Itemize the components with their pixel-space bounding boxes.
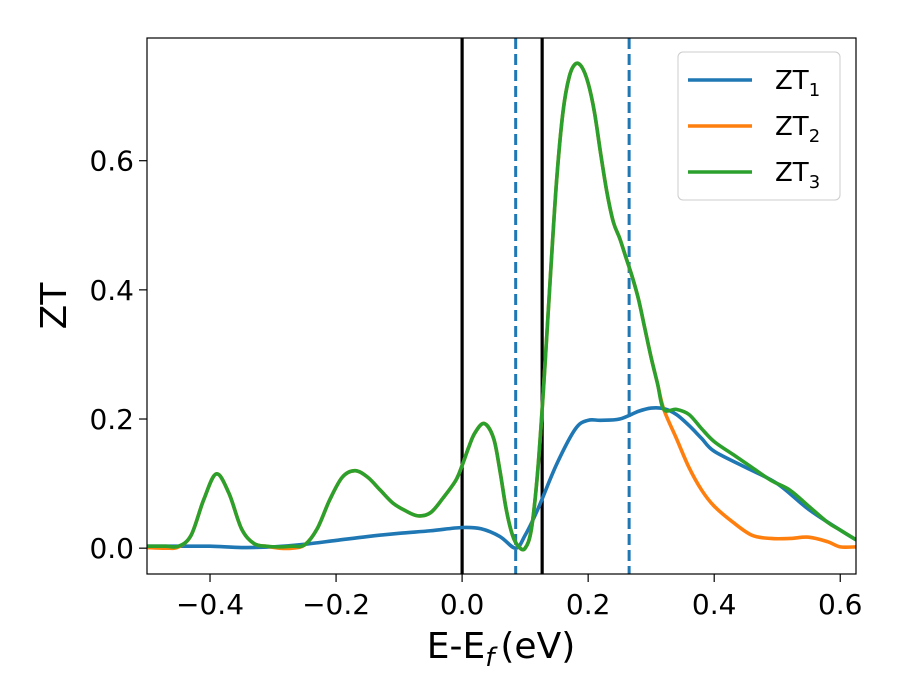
legend-label-zt3: ZT3 [775,158,820,193]
x-tick-label: −0.2 [302,588,370,621]
x-tick-label: 0.6 [818,588,863,621]
x-tick-label: 0.0 [440,588,485,621]
reference-lines [460,38,631,574]
y-tick-label: 0.0 [89,532,134,565]
x-axis-title: E-Ef (eV) [427,626,576,673]
series-lines [147,61,856,552]
series-line-zt1 [147,405,856,550]
y-axis-ticks: 0.0 0.2 0.4 0.6 [89,145,147,565]
series-line-zt3 [147,61,856,552]
legend: ZT1 ZT2 ZT3 [677,51,841,201]
y-tick-label: 0.4 [89,274,134,307]
plot-frame [146,37,857,575]
x-tick-label: 0.2 [566,588,611,621]
x-tick-label: −0.4 [176,588,244,621]
legend-label-zt1: ZT1 [775,66,820,101]
legend-label-zt2: ZT2 [775,112,820,147]
legend-box [677,51,841,201]
y-tick-label: 0.2 [89,403,134,436]
x-tick-label: 0.4 [692,588,737,621]
y-tick-label: 0.6 [89,145,134,178]
x-axis-ticks: −0.4 −0.2 0.0 0.2 0.4 0.6 [176,574,863,621]
y-axis-title: ZT [34,282,75,330]
